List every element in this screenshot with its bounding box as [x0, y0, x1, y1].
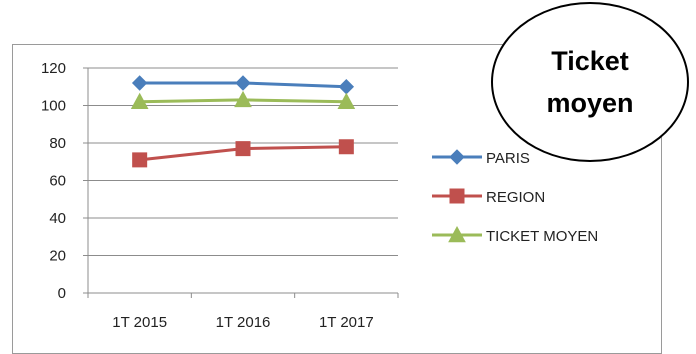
point-paris-2 — [338, 79, 355, 95]
legend-label-ticket-moyen: TICKET MOYEN — [486, 228, 598, 245]
legend-marker-ticket-moyen — [448, 225, 466, 243]
badge-text: Ticket moyen — [546, 46, 634, 118]
point-paris-1 — [235, 75, 251, 91]
x-tick-label-1: 1T 2016 — [216, 314, 271, 331]
y-tick-label-40: 40 — [49, 210, 66, 227]
legend-marker-paris — [449, 149, 465, 165]
point-region-1 — [235, 141, 251, 157]
legend-label-paris: PARIS — [486, 150, 530, 167]
point-paris-0 — [131, 75, 148, 91]
line-chart: 0 20 40 60 80 100 120 1T 2015 1T 2016 1T 2017 PARI… — [41, 60, 598, 331]
point-ticket-moyen-2 — [337, 92, 356, 110]
y-tick-label-0: 0 — [58, 285, 66, 302]
y-tick-label-20: 20 — [49, 248, 66, 265]
y-tick-label-100: 100 — [41, 98, 66, 115]
point-ticket-moyen-0 — [130, 92, 149, 110]
y-tick-label-80: 80 — [49, 135, 66, 152]
point-region-0 — [132, 152, 148, 168]
y-tick-label-120: 120 — [41, 60, 66, 77]
x-tick-label-2: 1T 2017 — [319, 314, 374, 331]
y-tick-label-60: 60 — [49, 173, 66, 190]
x-tick-label-0: 1T 2015 — [112, 314, 167, 331]
legend-marker-region — [449, 188, 465, 204]
legend-label-region: REGION — [486, 189, 545, 206]
point-region-2 — [338, 139, 354, 155]
point-ticket-moyen-1 — [234, 90, 252, 108]
ticket-moyen-badge: Ticket moyen — [491, 2, 689, 162]
